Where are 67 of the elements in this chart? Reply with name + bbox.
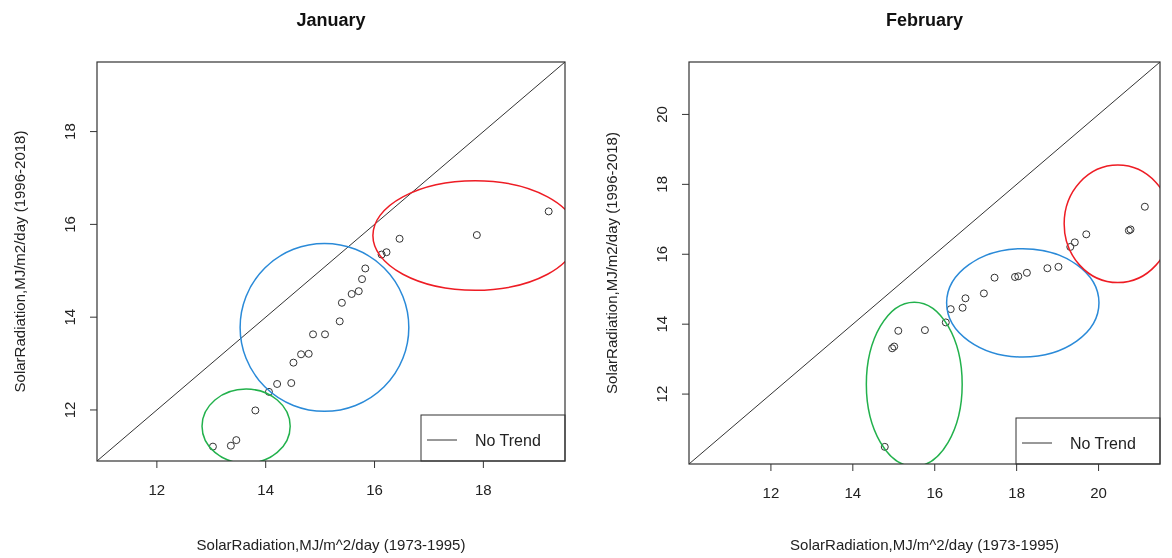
point — [961, 294, 970, 303]
point — [358, 275, 367, 284]
point — [287, 379, 296, 388]
point — [1140, 202, 1149, 211]
point — [1082, 230, 1091, 239]
y-tick-label: 18 — [653, 176, 670, 193]
point — [990, 273, 999, 282]
x-tick-label: 16 — [926, 484, 944, 501]
point — [289, 358, 298, 367]
x-axis-title: SolarRadiation,MJ/m^2/day (1973-1995) — [790, 536, 1059, 553]
y-tick-label: 20 — [653, 106, 670, 123]
point — [347, 289, 356, 298]
point — [1066, 242, 1075, 251]
x-tick-label: 12 — [762, 484, 780, 501]
point — [958, 303, 967, 312]
point — [335, 317, 344, 326]
point — [361, 264, 370, 273]
y-tick-label: 16 — [61, 216, 78, 233]
point — [354, 287, 363, 296]
point — [979, 289, 988, 298]
point — [1043, 264, 1052, 273]
point — [880, 442, 889, 451]
point — [264, 387, 273, 396]
legend-label: No Trend — [1070, 435, 1136, 452]
point — [382, 248, 391, 257]
point — [946, 305, 955, 314]
y-tick-label: 18 — [61, 123, 78, 140]
y-tick-label: 14 — [653, 315, 670, 333]
y-tick-label: 14 — [61, 308, 78, 326]
y-axis-title: SolarRadiation,MJ/m2/day (1996-2018) — [11, 130, 28, 393]
y-tick-label: 12 — [61, 401, 78, 419]
point — [1054, 262, 1063, 271]
point — [208, 442, 217, 451]
x-tick-label: 20 — [1090, 484, 1107, 501]
point — [1014, 272, 1023, 281]
point — [544, 207, 553, 216]
point — [232, 436, 241, 445]
point — [1070, 238, 1079, 247]
y-axis-title: SolarRadiation,MJ/m2/day (1996-2018) — [603, 132, 620, 394]
point — [1022, 268, 1031, 277]
point — [273, 379, 282, 388]
chart-title: February — [885, 10, 964, 30]
x-tick-label: 14 — [257, 481, 275, 498]
y-tick-label: 12 — [653, 385, 670, 403]
point — [337, 298, 346, 307]
point — [377, 250, 386, 259]
point — [941, 318, 950, 327]
chart-title: January — [296, 10, 366, 30]
y-tick-label: 16 — [653, 245, 670, 263]
point — [304, 349, 313, 358]
point — [1011, 272, 1020, 281]
point — [920, 326, 929, 335]
point — [321, 330, 330, 339]
point — [297, 350, 306, 359]
point — [894, 326, 903, 335]
x-tick-label: 18 — [475, 481, 492, 498]
x-tick-label: 12 — [148, 481, 166, 498]
point — [226, 441, 235, 450]
x-axis-title: SolarRadiation,MJ/m^2/day (1973-1995) — [196, 536, 466, 553]
point — [472, 231, 481, 240]
legend-label: No Trend — [475, 432, 541, 449]
x-tick-label: 18 — [1008, 484, 1025, 501]
point — [309, 330, 318, 339]
x-tick-label: 16 — [366, 481, 383, 498]
point — [251, 406, 260, 415]
point — [395, 234, 404, 243]
x-tick-label: 14 — [844, 484, 862, 501]
